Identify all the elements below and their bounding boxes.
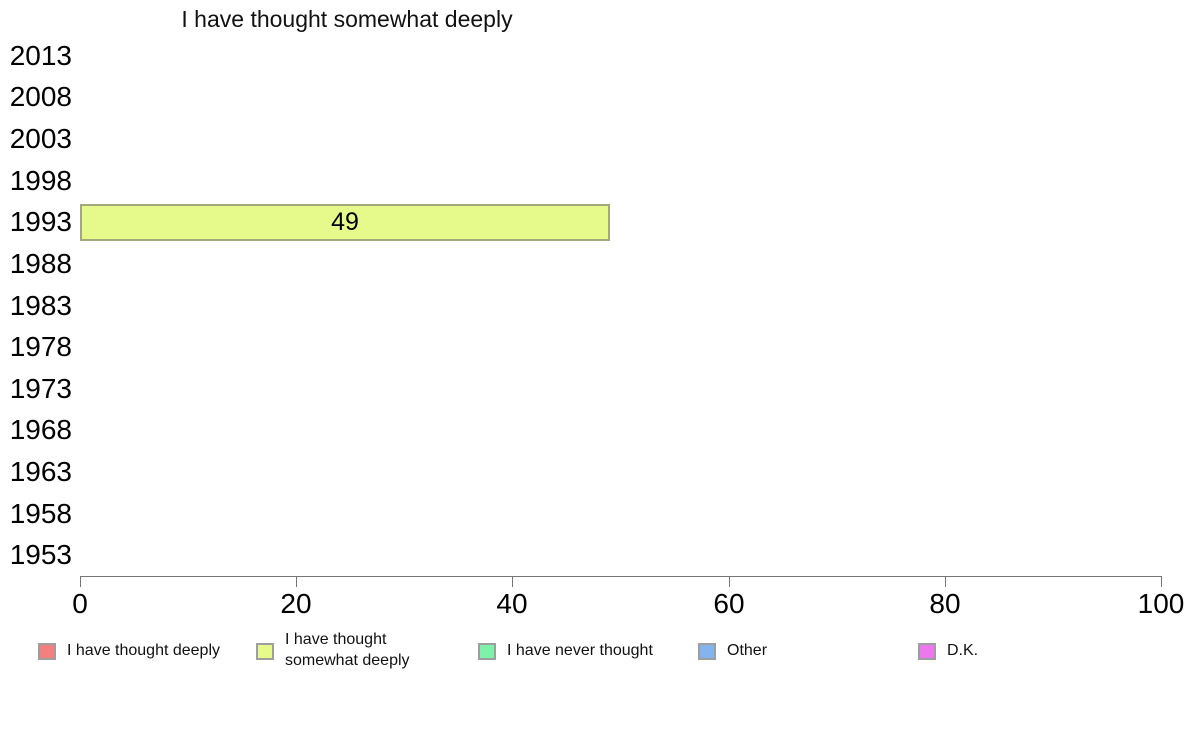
y-axis-label: 1958 [9,498,72,529]
y-axis-label: 1953 [9,539,72,570]
legend-swatch-icon [478,642,496,660]
y-axis-labels: 2013 2008 2003 1998 1993 1988 1983 1978 1973 1968… [0,0,72,576]
x-axis-tick-label: 40 [496,588,528,619]
x-axis-line [80,576,1161,577]
x-axis-tick-label: 60 [713,588,745,619]
bar: 49 [80,204,610,241]
legend-swatch-icon [38,642,56,660]
x-axis-tick-label: 0 [72,588,88,619]
legend-item: I have thought somewhat deeply [256,628,427,674]
y-axis-label: 2003 [9,123,72,154]
legend-item: I have thought deeply [38,628,220,674]
y-axis-label: 1968 [9,414,72,445]
y-axis-label: 1988 [9,248,72,279]
legend-label: D.K. [947,641,979,659]
x-axis-tick [296,576,297,587]
legend-swatch-icon [918,642,936,660]
x-axis-tick-label: 80 [929,588,961,619]
legend: I have thought deeply I have thought some… [0,628,1188,674]
legend-swatch-icon [698,642,716,660]
y-axis-label: 2008 [9,81,72,112]
legend-item: Other [698,628,767,674]
legend-label: I have never thought [507,641,653,659]
y-axis-label: 1963 [9,456,72,487]
legend-item: D.K. [918,628,978,674]
legend-item: I have never thought [478,628,653,674]
plot-area: 49 [80,35,1161,576]
bar-value-label: 49 [331,208,359,236]
x-axis-tick [80,576,81,587]
y-axis-label: 1998 [9,165,72,196]
y-axis-label: 1973 [9,373,72,404]
y-axis-label: 1983 [9,290,72,321]
legend-label: I have thought deeply [67,641,221,659]
x-axis-tick-label: 100 [1137,588,1185,619]
chart-title: I have thought somewhat deeply [181,6,513,32]
y-axis-label: 1993 [9,206,72,237]
legend-swatch-icon [256,642,274,660]
legend-label: Other [727,641,768,659]
x-axis-tick-label: 20 [280,588,312,619]
x-axis-tick [1161,576,1162,587]
x-axis-tick [945,576,946,587]
y-axis-label: 2013 [9,40,72,71]
x-axis-tick [729,576,730,587]
y-axis-label: 1978 [9,331,72,362]
legend-label: I have thought somewhat deeply [285,631,410,669]
x-axis-tick [512,576,513,587]
